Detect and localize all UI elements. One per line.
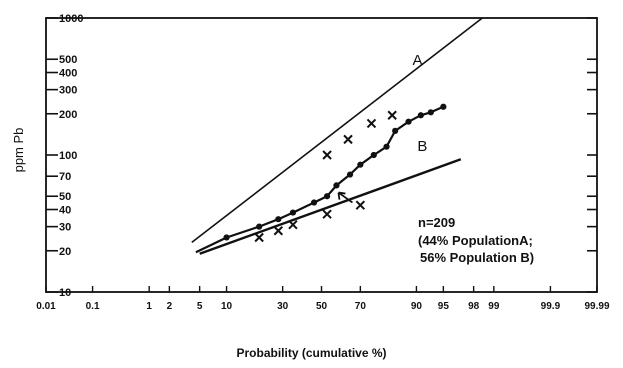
annotation-sample-size: n=209: [418, 215, 455, 230]
x-tick-label: 10: [221, 301, 233, 312]
y-tick-label: 20: [59, 246, 71, 258]
y-tick-label: 1000: [59, 13, 83, 25]
data-point-dot: [440, 103, 447, 110]
x-tick-label: 99.99: [584, 301, 609, 312]
series-label-a: A: [413, 52, 423, 69]
series-line-a: [191, 18, 483, 244]
x-tick-label: 2: [167, 301, 173, 312]
y-tick-label: 10: [59, 287, 71, 299]
data-point-dot: [333, 182, 340, 189]
data-point-dot: [275, 216, 282, 223]
x-tick-label: 50: [316, 301, 328, 312]
data-point-dot: [383, 143, 390, 150]
y-tick-label: 300: [59, 85, 77, 97]
data-point-cross: [254, 232, 264, 243]
y-tick-label: 70: [59, 171, 71, 183]
y-tick-label: 50: [59, 191, 71, 203]
y-tick-label: 200: [59, 109, 77, 121]
x-tick-label: 98: [468, 301, 480, 312]
data-point-cross: [355, 200, 366, 210]
annotation-population-b: 56% Population B): [420, 250, 534, 265]
data-point-dot: [310, 199, 318, 206]
x-tick-label: 70: [355, 301, 367, 312]
x-tick-label: 95: [438, 301, 450, 312]
data-point-dot: [223, 234, 230, 241]
y-tick-label: 100: [59, 150, 77, 162]
data-point-cross: [288, 219, 298, 230]
series-line-b: [199, 158, 462, 255]
marker-layer: [223, 103, 447, 243]
data-point-cross: [343, 134, 353, 145]
x-tick-label: 1: [146, 301, 152, 312]
data-point-dot: [427, 109, 434, 116]
data-point-cross: [273, 226, 284, 236]
x-tick-label: 99.9: [541, 301, 561, 312]
x-tick-label: 0.01: [36, 301, 56, 312]
y-axis-ticks: 10 20 30 40 50 70 100 200 300 400 500 1000: [46, 13, 597, 299]
data-point-dot: [289, 209, 297, 216]
x-tick-label: 30: [277, 301, 289, 312]
x-tick-label: 0.1: [86, 301, 100, 312]
x-tick-label: 5: [197, 301, 203, 312]
y-tick-label: 30: [59, 222, 71, 234]
annotation-population-a: (44% PopulationA;: [418, 233, 533, 248]
data-point-dot: [370, 151, 377, 159]
x-axis-ticks: 0.01 0.1 1 2 5 10 30 50 70 90 95 98 99 99.9 99.99: [36, 286, 610, 312]
inflection-arrow: [337, 191, 353, 204]
data-point-dot: [417, 112, 424, 119]
data-point-dot: [256, 223, 263, 230]
y-tick-label: 400: [59, 68, 77, 80]
data-point-dot: [346, 171, 354, 178]
x-tick-label: 99: [488, 301, 500, 312]
data-point-dot: [323, 193, 331, 200]
x-tick-label: 90: [411, 301, 423, 312]
series-label-b: B: [417, 138, 427, 155]
y-tick-label: 500: [59, 54, 77, 66]
data-point-dot: [392, 127, 399, 134]
y-axis-label: ppm Pb: [11, 128, 26, 173]
data-point-cross: [322, 209, 332, 219]
data-point-cross: [322, 150, 332, 160]
x-axis-label: Probability (cumulative %): [236, 346, 387, 360]
data-point-dot: [405, 118, 412, 125]
data-point-cross: [366, 118, 377, 129]
y-tick-label: 40: [59, 205, 71, 217]
data-point-dot: [357, 161, 364, 168]
data-point-cross: [387, 110, 397, 120]
